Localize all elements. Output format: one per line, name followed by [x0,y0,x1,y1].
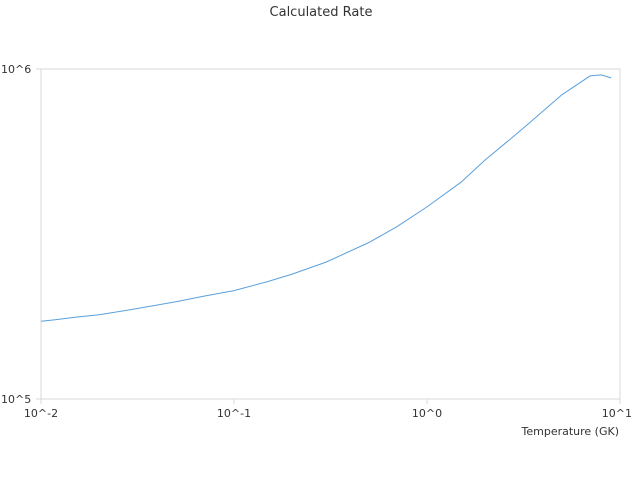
y-tick-label: 10^5 [1,393,31,406]
x-tick-label: 10^-2 [24,407,58,420]
x-axis: 10^-2 10^-1 10^0 10^1 [24,399,632,420]
y-axis: 10^5 10^6 [1,63,41,406]
x-tick-label: 10^1 [602,407,632,420]
x-tick-label: 10^0 [412,407,442,420]
x-axis-label: Temperature (GK) [521,425,620,438]
x-tick-label: 10^-1 [217,407,251,420]
y-tick-label: 10^6 [1,63,31,76]
series-group [40,74,612,322]
chart-title: Calculated Rate [270,5,373,20]
series-line [40,74,612,322]
plot-area [40,68,621,400]
